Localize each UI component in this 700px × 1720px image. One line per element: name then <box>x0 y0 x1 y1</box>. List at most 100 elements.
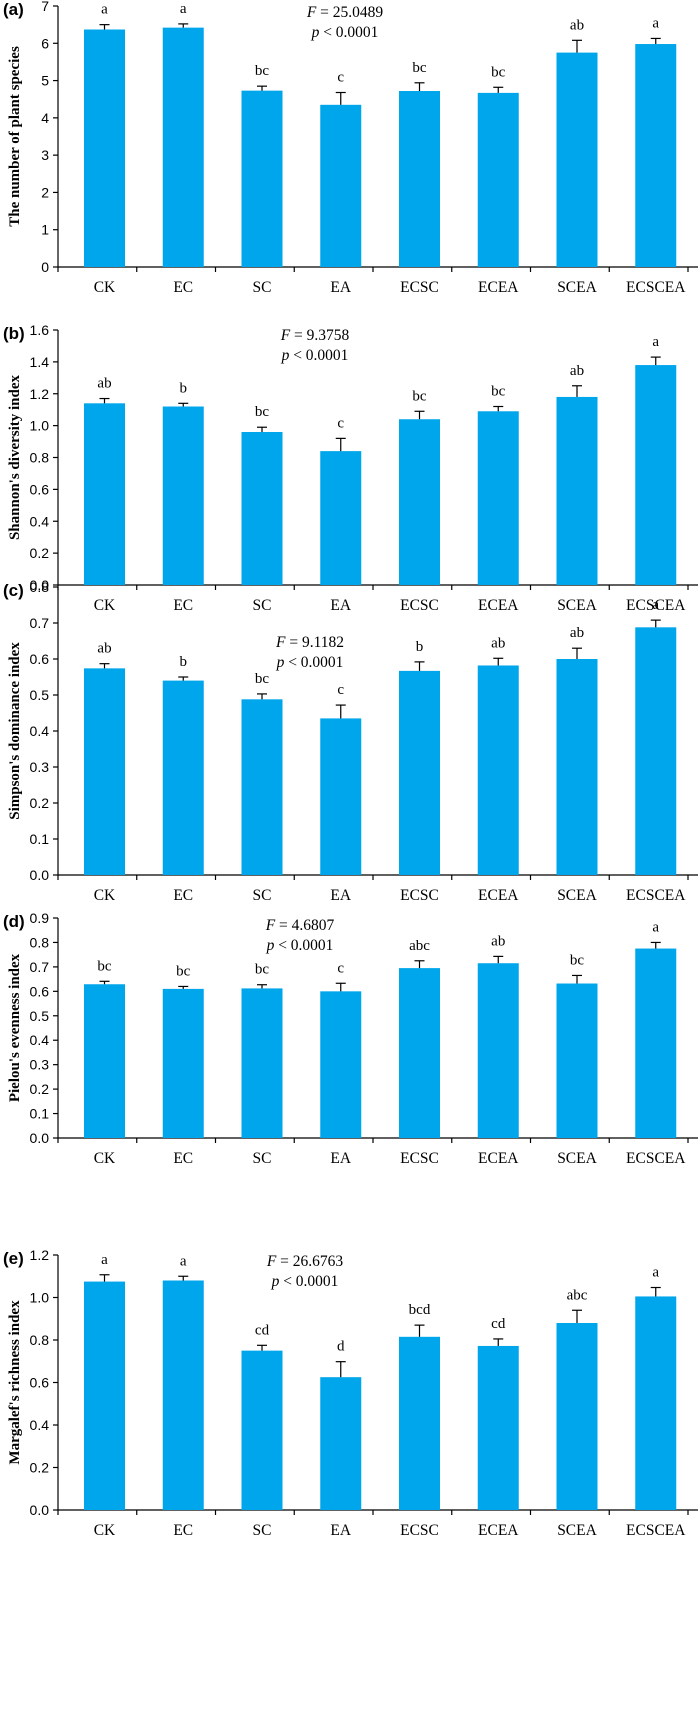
category-label: ECEA <box>478 1522 519 1539</box>
category-label: SCEA <box>557 279 597 296</box>
y-axis-title: Shannon's diversity index <box>7 374 23 540</box>
significance-letter: ab <box>570 625 584 641</box>
y-tick-label: 0.9 <box>30 910 50 926</box>
category-label: ECEA <box>478 887 519 904</box>
bar-sc <box>241 90 283 267</box>
p-value-text: < 0.0001 <box>289 347 348 364</box>
bar-ea <box>320 451 362 585</box>
bar-ecea <box>477 963 519 1138</box>
p-value: p < 0.0001 <box>271 1273 339 1290</box>
chart-panel-b: 0.0 0.2 0.4 0.6 0.8 1.0 1.2 1.4 1.6 ab CK b EC bc SC c E… <box>3 322 698 614</box>
category-label: EC <box>173 887 193 904</box>
category-label: SC <box>253 887 272 904</box>
bar-scea <box>556 983 598 1138</box>
y-tick-label: 0.3 <box>30 1057 50 1073</box>
bar-sc <box>241 432 283 585</box>
significance-letter: ab <box>97 641 111 657</box>
f-value: = 25.0489 <box>316 4 383 21</box>
bar-ea <box>320 718 362 875</box>
bar-ck <box>84 668 125 875</box>
f-value: = 4.6807 <box>275 917 334 934</box>
category-label: ECEA <box>478 1150 519 1167</box>
bar-ecea <box>477 665 519 875</box>
y-tick-label: 0.7 <box>30 615 50 631</box>
y-tick-label: 0.6 <box>30 481 50 497</box>
f-value: = 26.6763 <box>276 1253 343 1270</box>
p-value: p < 0.0001 <box>281 347 349 364</box>
category-label: ECSCEA <box>626 279 686 296</box>
y-tick-label: 0 <box>41 259 49 275</box>
significance-letter: bc <box>412 388 427 404</box>
significance-letter: cd <box>491 1316 506 1332</box>
f-symbol: F <box>280 327 291 344</box>
bar-scea <box>556 396 598 585</box>
significance-letter: bc <box>176 963 191 979</box>
f-statistic: F = 9.3758 <box>280 327 350 344</box>
bar-ck <box>84 984 125 1138</box>
significance-letter: c <box>337 682 344 698</box>
category-label: EA <box>330 1522 351 1539</box>
y-tick-label: 0.3 <box>30 759 50 775</box>
category-label: SC <box>253 279 272 296</box>
bar-ecsc <box>399 419 440 585</box>
significance-letter: bc <box>255 63 270 79</box>
p-value-text: < 0.0001 <box>274 937 333 954</box>
panel-label: (d) <box>3 912 25 931</box>
significance-letter: c <box>337 960 344 976</box>
y-tick-label: 0.2 <box>30 795 50 811</box>
p-value: p < 0.0001 <box>276 654 344 671</box>
y-tick-label: 0.6 <box>30 651 50 667</box>
p-value: p < 0.0001 <box>266 937 334 954</box>
category-label: EA <box>330 279 351 296</box>
significance-letter: bc <box>255 962 270 978</box>
y-tick-label: 0.8 <box>30 450 50 466</box>
significance-letter: a <box>180 1 187 17</box>
significance-letter: ab <box>570 17 584 33</box>
significance-letter: a <box>180 1253 187 1269</box>
bar-ea <box>320 991 362 1138</box>
f-statistic: F = 26.6763 <box>266 1253 344 1270</box>
bar-ck <box>84 29 125 267</box>
bar-ck <box>84 1281 125 1510</box>
panel-label: (c) <box>3 581 24 600</box>
p-symbol: p <box>311 24 320 41</box>
significance-letter: abc <box>409 938 430 954</box>
bar-ea <box>320 104 362 267</box>
y-tick-label: 0.4 <box>30 723 50 739</box>
category-label: ECSC <box>400 279 439 296</box>
category-label: EC <box>173 597 193 614</box>
panel-label: (e) <box>3 1249 24 1268</box>
significance-letter: bc <box>491 64 506 80</box>
panel-label: (a) <box>3 0 24 19</box>
f-value: = 9.3758 <box>290 327 349 344</box>
y-tick-label: 0.6 <box>30 1375 50 1391</box>
y-tick-label: 0.0 <box>30 867 50 883</box>
significance-letter: a <box>652 1265 659 1281</box>
chart-panel-e: 0.0 0.2 0.4 0.6 0.8 1.0 1.2 a CK a EC cd SC d EA bcd ECS… <box>3 1247 698 1539</box>
f-symbol: F <box>265 917 276 934</box>
bar-ecsc <box>399 1336 440 1510</box>
p-value: p < 0.0001 <box>311 24 379 41</box>
bar-ecea <box>477 92 519 267</box>
y-tick-label: 1.0 <box>30 418 50 434</box>
f-statistic: F = 9.1182 <box>275 634 344 651</box>
p-symbol: p <box>276 654 285 671</box>
category-label: SCEA <box>557 1150 597 1167</box>
bar-ecscea <box>635 1296 677 1510</box>
f-statistic: F = 25.0489 <box>306 4 384 21</box>
significance-letter: bc <box>97 958 112 974</box>
bar-sc <box>241 699 283 875</box>
category-label: SC <box>253 597 272 614</box>
y-tick-label: 1.0 <box>30 1290 50 1306</box>
chart-panel-c: 0.00.10.20.30.40.50.60.70.8abCKbECbcSCcE… <box>3 579 698 904</box>
y-tick-label: 0.8 <box>30 579 50 595</box>
category-label: CK <box>94 597 116 614</box>
significance-letter: c <box>337 415 344 431</box>
significance-letter: c <box>337 70 344 86</box>
bar-sc <box>241 988 283 1138</box>
y-tick-label: 0.2 <box>30 1460 50 1476</box>
significance-letter: abc <box>567 1287 588 1303</box>
y-tick-label: 0.4 <box>30 1417 50 1433</box>
y-tick-label: 0.8 <box>30 934 50 950</box>
significance-letter: a <box>652 15 659 31</box>
